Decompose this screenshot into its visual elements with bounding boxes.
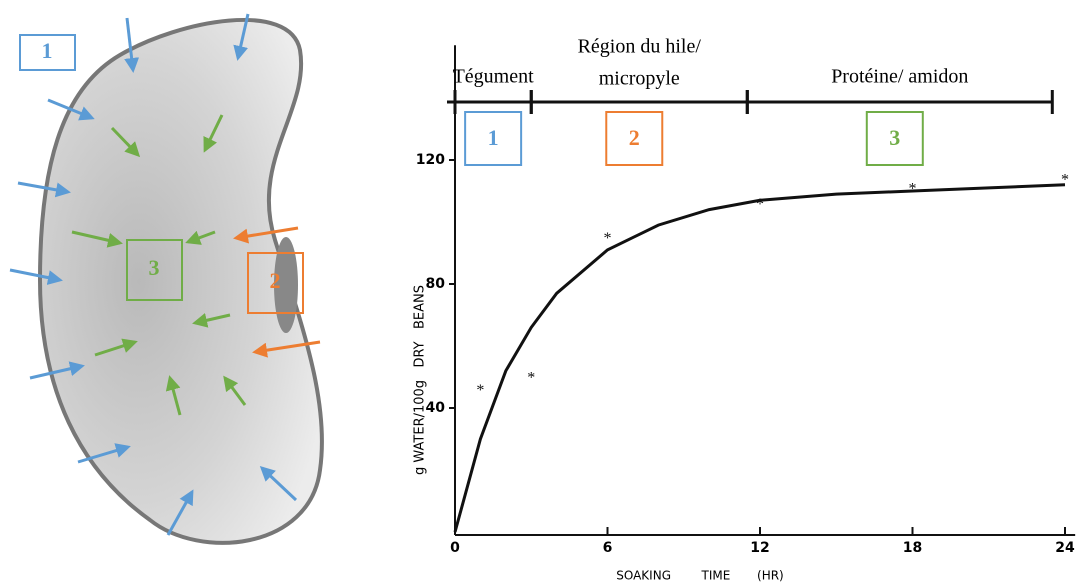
illustration-label: 1 bbox=[42, 38, 53, 63]
phase-box bbox=[865, 111, 924, 166]
label-box bbox=[19, 34, 76, 71]
chart: g WATER/100g DRY BEANS SOAKING TIME (HR)… bbox=[413, 36, 1076, 583]
illustration-label: 3 bbox=[149, 255, 160, 280]
phase-label: Protéine/ amidon bbox=[831, 66, 968, 88]
label-box bbox=[247, 252, 304, 314]
x-tick-label: 18 bbox=[903, 540, 922, 556]
data-point: * bbox=[909, 181, 917, 198]
x-tick-label: 12 bbox=[750, 540, 769, 556]
illustration-label: 2 bbox=[270, 268, 281, 293]
label-box bbox=[126, 239, 183, 301]
x-tick-label: 6 bbox=[603, 540, 613, 556]
y-axis-label: g WATER/100g DRY BEANS bbox=[413, 285, 428, 475]
phase-number: 1 bbox=[488, 125, 499, 150]
y-tick-label: 40 bbox=[426, 400, 446, 416]
data-point: * bbox=[527, 370, 535, 387]
phase-box bbox=[605, 111, 664, 166]
y-tick-label: 80 bbox=[426, 276, 446, 292]
orange-arrows bbox=[233, 226, 321, 358]
phase-number: 3 bbox=[889, 125, 900, 150]
bean-illustration: 1 3 2 bbox=[9, 13, 324, 545]
data-point: * bbox=[604, 230, 612, 247]
fit-curve bbox=[453, 183, 1066, 533]
x-axis-label: SOAKING TIME (HR) bbox=[616, 569, 784, 583]
green-arrows bbox=[71, 114, 247, 416]
y-tick-label: 120 bbox=[416, 152, 445, 168]
hilum bbox=[274, 237, 298, 333]
data-point: * bbox=[1061, 171, 1069, 188]
phase-label: Région du hile/ bbox=[578, 36, 702, 58]
phase-number: 2 bbox=[629, 125, 640, 150]
data-point: * bbox=[476, 382, 484, 399]
blue-arrows bbox=[9, 13, 298, 536]
phase-box bbox=[464, 111, 523, 166]
bean-outline bbox=[37, 17, 324, 545]
x-tick-label: 24 bbox=[1055, 540, 1075, 556]
phase-label: micropyle bbox=[599, 68, 680, 90]
x-tick-label: 0 bbox=[450, 540, 460, 556]
data-point: * bbox=[756, 196, 764, 213]
phase-label: Tégument bbox=[453, 66, 535, 88]
